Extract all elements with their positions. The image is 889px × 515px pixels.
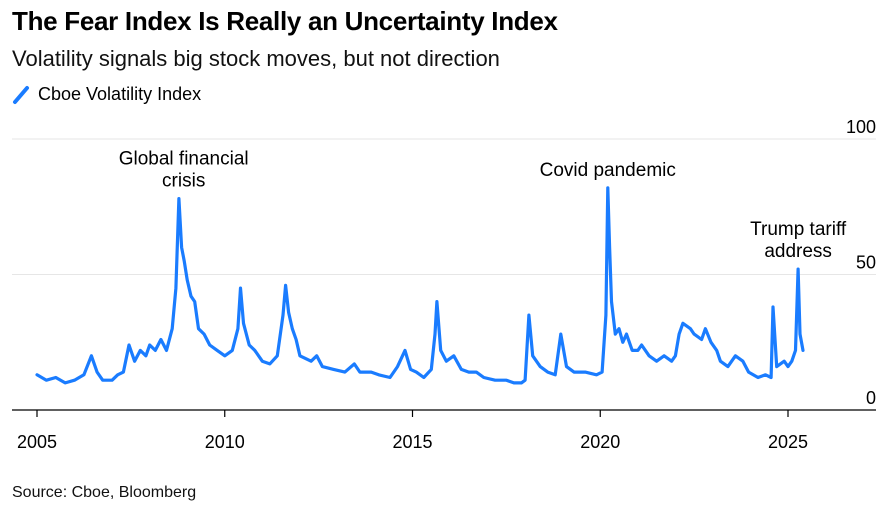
legend: Cboe Volatility Index [12,84,201,105]
chart-title: The Fear Index Is Really an Uncertainty … [12,6,558,36]
annotation-1-line-0: Covid pandemic [540,160,676,181]
annotation-2-line-0: Trump tariff [750,219,847,240]
axes: 0 50 100 2005 2010 2015 2020 2025 [12,117,876,452]
annotation-0-line-1: crisis [162,171,205,192]
x-tick-label-2025: 2025 [768,432,808,452]
x-tick-label-2005: 2005 [17,432,57,452]
series-group [35,186,805,385]
x-tick-label-2020: 2020 [580,432,620,452]
annotation-0-line-0: Global financial [119,149,249,170]
series-line-0 [35,186,805,385]
chart-subtitle: Volatility signals big stock moves, but … [12,46,500,71]
x-tick-label-2010: 2010 [205,432,245,452]
annotation-2-line-1: address [764,241,832,262]
source-note: Source: Cboe, Bloomberg [12,484,197,501]
legend-swatch [13,85,29,104]
grid-lines [12,138,876,275]
x-tick-label-2015: 2015 [392,432,432,452]
y-tick-label-100: 100 [846,117,876,137]
y-tick-label-50: 50 [856,253,876,273]
y-tick-label-0: 0 [866,388,876,408]
legend-label: Cboe Volatility Index [38,84,202,104]
